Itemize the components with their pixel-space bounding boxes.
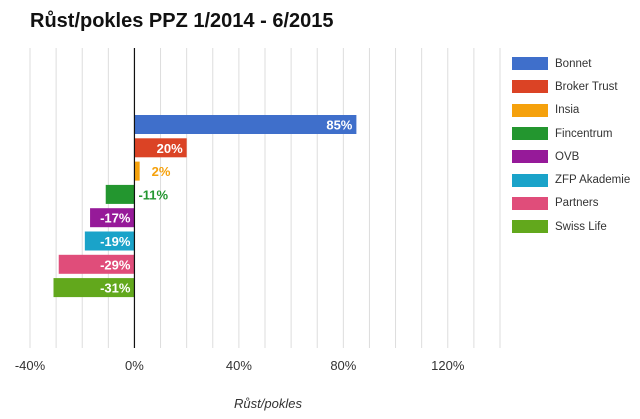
- data-label: -31%: [100, 281, 131, 296]
- data-label: -29%: [100, 257, 131, 272]
- legend-item: Insia: [512, 99, 630, 122]
- x-tick-labels: -40% 0% 40% 80% 120%: [15, 358, 465, 373]
- data-label: 85%: [326, 118, 352, 133]
- legend-item: OVB: [512, 145, 630, 168]
- legend-swatch: [512, 57, 548, 71]
- legend-item: Partners: [512, 192, 630, 215]
- legend-label: Broker Trust: [555, 80, 618, 93]
- legend-item: Swiss Life: [512, 215, 630, 238]
- gridlines: [29, 48, 501, 348]
- bar: [58, 254, 135, 274]
- x-tick-label: -40%: [15, 358, 46, 373]
- bar: [134, 161, 140, 181]
- x-tick-label: 80%: [330, 358, 356, 373]
- legend-swatch: [512, 196, 548, 210]
- x-tick-label: 40%: [226, 358, 252, 373]
- bar: [84, 231, 135, 251]
- legend-item: Broker Trust: [512, 75, 630, 98]
- legend-item: Bonnet: [512, 52, 630, 75]
- legend-label: Partners: [555, 197, 599, 210]
- data-labels: 85% 20% 2% -11% -17% -19% -29% -31%: [100, 118, 353, 296]
- legend-swatch: [512, 150, 548, 164]
- legend-swatch: [512, 127, 548, 141]
- legend: Bonnet Broker Trust Insia Fincentrum OVB ZFP …: [512, 52, 630, 238]
- legend-swatch: [512, 220, 548, 234]
- data-label: -19%: [100, 234, 131, 249]
- legend-label: Bonnet: [555, 57, 592, 70]
- legend-item: Fincentrum: [512, 122, 630, 145]
- x-axis-label: Růst/pokles: [234, 396, 302, 411]
- legend-label: Swiss Life: [555, 220, 607, 233]
- legend-label: Fincentrum: [555, 127, 613, 140]
- x-tick-label: 120%: [431, 358, 465, 373]
- legend-label: OVB: [555, 150, 580, 163]
- data-label: -17%: [100, 211, 131, 226]
- legend-swatch: [512, 103, 548, 117]
- bar: [53, 278, 135, 298]
- bar: [105, 184, 135, 204]
- chart-title: Růst/pokles PPZ 1/2014 - 6/2015: [30, 10, 334, 32]
- bar: [134, 115, 357, 134]
- legend-swatch: [512, 173, 548, 187]
- bar: [134, 138, 187, 158]
- x-tick-label: 0%: [125, 358, 144, 373]
- bar: [90, 208, 135, 228]
- legend-label: ZFP Akademie: [555, 174, 631, 187]
- legend-item: ZFP Akademie: [512, 168, 630, 191]
- data-label: -11%: [138, 187, 168, 202]
- data-label: 20%: [157, 141, 183, 156]
- data-label: 2%: [152, 164, 171, 179]
- bars: [53, 115, 357, 298]
- legend-label: Insia: [555, 104, 580, 117]
- legend-swatch: [512, 80, 548, 94]
